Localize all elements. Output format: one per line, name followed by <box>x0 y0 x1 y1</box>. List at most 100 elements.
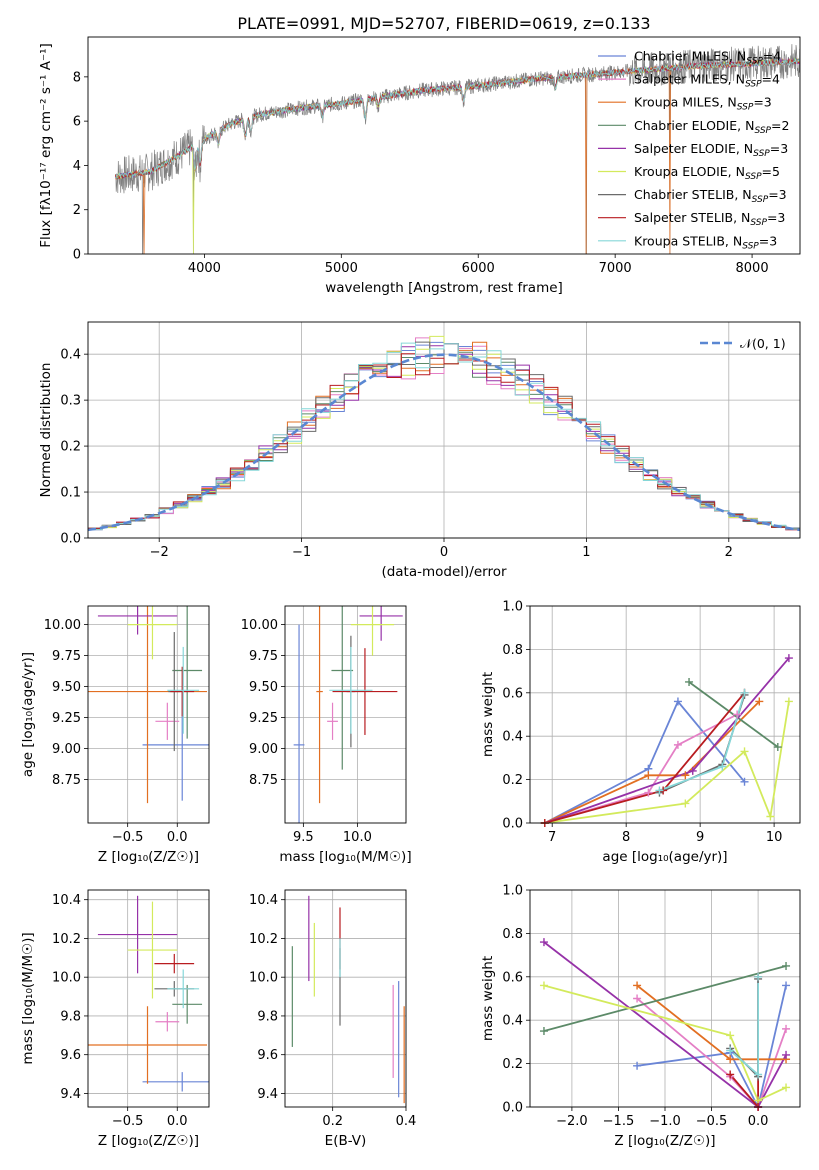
point-marker <box>782 961 791 970</box>
point-marker <box>726 1031 735 1040</box>
axes-weight_vs_Z: −2.0 −1.5 −1.0 −0.5 0.0 0.0 0.2 0.4 0.6 0.8 1.0 Z [… <box>480 884 801 1149</box>
series-line-salpeter-miles <box>544 713 738 823</box>
point-marker <box>673 697 682 706</box>
legend-sub: SSP <box>745 80 762 90</box>
x-tick-label: 4000 <box>188 261 221 276</box>
x-tick-label: −1 <box>292 545 311 560</box>
legend-tail: =3 <box>770 141 788 156</box>
point-marker <box>539 981 548 990</box>
y-axis-label: mass weight <box>480 956 496 1041</box>
point-marker <box>784 697 793 706</box>
legend-label: Chabrier STELIB, N <box>634 187 752 202</box>
x-tick-label: 9.5 <box>293 830 314 845</box>
legend-entry: Chabrier MILES, NSSP=4 <box>634 49 781 67</box>
point-marker <box>766 812 775 821</box>
y-tick-label: 9.00 <box>52 742 81 757</box>
legend-entry: Salpeter ELODIE, NSSP=3 <box>634 141 788 159</box>
point-marker <box>644 788 653 797</box>
legend-label: Kroupa ELODIE, N <box>634 164 745 179</box>
x-tick-label: −2 <box>150 545 169 560</box>
legend: 𝒩(0, 1) <box>700 336 786 351</box>
x-tick-label: 10 <box>766 830 783 845</box>
x-axis-label: mass [log₁₀(M/M☉)] <box>279 849 411 865</box>
y-axis-label: mass [log₁₀(M/M☉)] <box>20 932 36 1064</box>
plot-area <box>88 895 209 1092</box>
axes-residuals: −2 −1 0 1 2 0.0 0.1 0.2 0.3 0.4 (data-model)/error… <box>38 321 801 580</box>
legend-sub: SSP <box>754 126 771 136</box>
point-marker <box>539 1027 548 1036</box>
legend-entry: Salpeter MILES, NSSP=4 <box>634 72 780 90</box>
axes-frame <box>87 36 801 255</box>
y-tick-label: 0.2 <box>502 1057 523 1072</box>
y-tick-label: 2 <box>73 203 81 218</box>
y-tick-label: 0.2 <box>502 773 523 788</box>
x-tick-label: −1.5 <box>603 1114 635 1129</box>
y-tick-label: 0.1 <box>60 486 81 501</box>
y-tick-label: 10.4 <box>249 893 278 908</box>
model-line-kroupa-stelib <box>115 58 800 179</box>
y-tick-label: 1.0 <box>502 600 523 615</box>
x-tick-label: 0.0 <box>167 830 188 845</box>
legend-entry: Kroupa ELODIE, NSSP=5 <box>634 164 780 182</box>
y-tick-label: 10.2 <box>52 932 81 947</box>
legend-label: Kroupa MILES, N <box>634 95 737 110</box>
point-marker <box>718 762 727 771</box>
point-marker <box>740 688 749 697</box>
x-tick-label: −0.5 <box>112 1114 144 1129</box>
y-tick-label: 10.0 <box>249 971 278 986</box>
series-line-kroupa-elodie <box>543 984 787 1102</box>
y-tick-label: 0.0 <box>60 532 81 547</box>
y-tick-label: 9.6 <box>257 1048 278 1063</box>
x-axis-label: Z [log₁₀(Z/Z☉)] <box>98 1133 199 1149</box>
point-marker <box>782 1024 791 1033</box>
x-tick-label: 2 <box>725 545 733 560</box>
axes-frame <box>284 889 407 1108</box>
point-marker <box>681 799 690 808</box>
legend-entry: Chabrier STELIB, NSSP=3 <box>634 187 787 205</box>
x-tick-label: 5000 <box>325 261 358 276</box>
legend-entry: Kroupa STELIB, NSSP=3 <box>634 233 777 251</box>
hist-salpeter-stelib <box>88 353 800 531</box>
y-tick-label: 0.6 <box>502 970 523 985</box>
legend-sub: SSP <box>742 241 759 251</box>
y-axis-label: Normed distribution <box>38 363 54 498</box>
point-marker <box>688 766 697 775</box>
point-marker <box>726 1055 735 1064</box>
axes-spectrum: 4000 5000 6000 7000 8000 0 2 4 6 8 wavelength [Ang… <box>38 36 801 296</box>
legend-label: Chabrier ELODIE, N <box>634 118 754 133</box>
y-tick-label: 0.8 <box>502 643 523 658</box>
legend-tail: =5 <box>762 164 780 179</box>
x-tick-label: 1 <box>582 545 590 560</box>
y-tick-label: 0.3 <box>60 394 81 409</box>
point-marker <box>726 1046 735 1055</box>
y-tick-label: 9.8 <box>257 1009 278 1024</box>
point-marker <box>681 771 690 780</box>
legend-tail: =3 <box>767 210 785 225</box>
normal-curve <box>88 353 800 532</box>
x-tick-label: 0.4 <box>396 1114 417 1129</box>
x-tick-label: 8000 <box>736 261 769 276</box>
y-tick-label: 9.50 <box>249 680 278 695</box>
y-tick-label: 9.75 <box>52 649 81 664</box>
y-tick-label: 0.4 <box>60 348 81 363</box>
point-marker <box>740 777 749 786</box>
x-tick-label: 0.0 <box>748 1114 769 1129</box>
y-tick-label: 0.0 <box>502 817 523 832</box>
axes-frame <box>87 321 801 539</box>
y-tick-label: 0.0 <box>502 1101 523 1116</box>
legend-tail: =2 <box>771 118 789 133</box>
point-marker <box>633 994 642 1003</box>
series-line-chabrier-miles <box>636 985 787 1107</box>
plot-area <box>88 606 209 804</box>
y-tick-label: 0 <box>73 248 81 263</box>
axes-frame <box>87 889 210 1108</box>
series-line-chabrier-miles <box>544 699 746 823</box>
legend-sub: SSP <box>753 149 770 159</box>
y-tick-label: 10.0 <box>52 971 81 986</box>
axes-frame <box>529 889 801 1108</box>
point-marker <box>673 740 682 749</box>
x-tick-label: 0.2 <box>322 1114 343 1129</box>
legend-tail: =4 <box>763 49 781 64</box>
y-axis-label: Flux [fλ10⁻¹⁷ erg cm⁻² s⁻¹ A⁻¹] <box>38 43 54 248</box>
y-tick-label: 0.4 <box>502 730 523 745</box>
